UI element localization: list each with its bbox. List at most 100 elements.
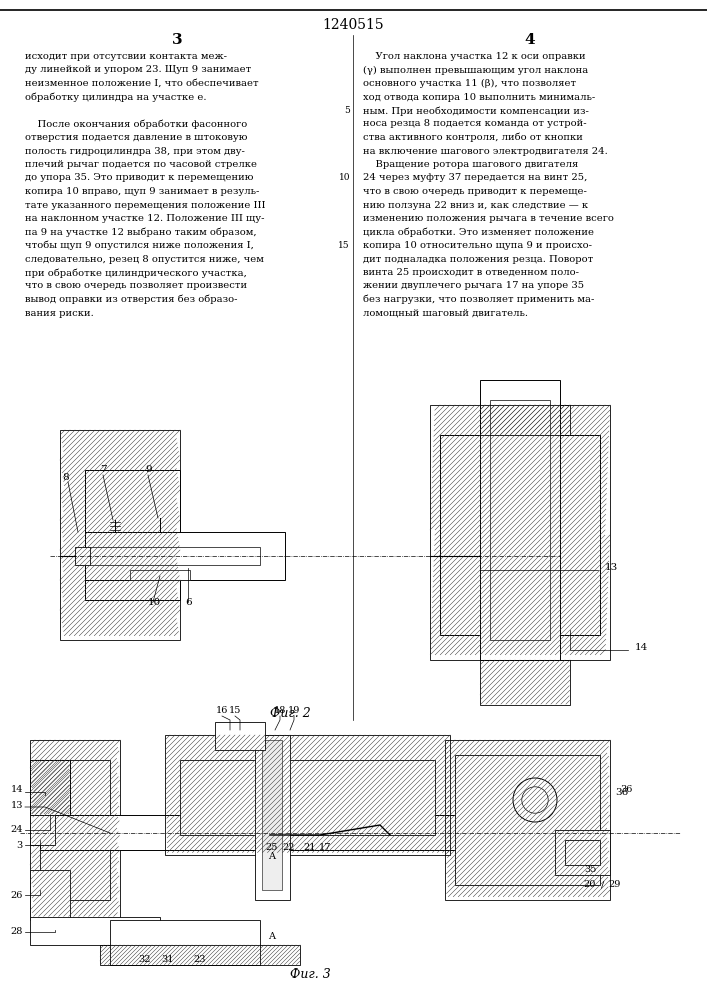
Text: 21: 21 bbox=[304, 843, 316, 852]
Text: 35: 35 bbox=[584, 865, 596, 874]
Text: 32: 32 bbox=[139, 955, 151, 964]
Bar bbox=[490, 400, 550, 640]
Text: A: A bbox=[269, 932, 276, 941]
Text: дит подналадка положения резца. Поворот: дит подналадка положения резца. Поворот bbox=[363, 254, 593, 263]
Text: ства активного контроля, либо от кнопки: ства активного контроля, либо от кнопки bbox=[363, 133, 583, 142]
Text: 15: 15 bbox=[229, 706, 241, 715]
Text: копира 10 вправо, щуп 9 занимает в резуль-: копира 10 вправо, щуп 9 занимает в резул… bbox=[25, 187, 259, 196]
Text: 36: 36 bbox=[615, 788, 629, 797]
Text: После окончания обработки фасонного: После окончания обработки фасонного bbox=[25, 119, 247, 129]
Text: 22: 22 bbox=[283, 843, 296, 852]
Text: цикла обработки. Это изменяет положение: цикла обработки. Это изменяет положение bbox=[363, 228, 594, 237]
Text: 15: 15 bbox=[339, 241, 350, 250]
Text: A: A bbox=[269, 852, 276, 861]
Text: вания риски.: вания риски. bbox=[25, 308, 94, 318]
Text: плечий рычаг подается по часовой стрелке: плечий рычаг подается по часовой стрелке bbox=[25, 160, 257, 169]
Text: 29: 29 bbox=[609, 880, 621, 889]
Text: копира 10 относительно щупа 9 и происхо-: копира 10 относительно щупа 9 и происхо- bbox=[363, 241, 592, 250]
Bar bbox=[215, 722, 265, 750]
Bar bbox=[30, 870, 70, 920]
Text: на наклонном участке 12. Положение III щу-: на наклонном участке 12. Положение III щ… bbox=[25, 214, 264, 223]
Text: изменению положения рычага в течение всего: изменению положения рычага в течение все… bbox=[363, 214, 614, 223]
Text: 13: 13 bbox=[11, 800, 23, 810]
Text: вывод оправки из отверстия без образо-: вывод оправки из отверстия без образо- bbox=[25, 295, 238, 304]
Text: 7: 7 bbox=[100, 465, 107, 474]
Text: Вращение ротора шагового двигателя: Вращение ротора шагового двигателя bbox=[363, 160, 578, 169]
Bar bbox=[130, 570, 190, 580]
Text: 24 через муфту 37 передается на винт 25,: 24 через муфту 37 передается на винт 25, bbox=[363, 174, 588, 182]
Bar bbox=[30, 917, 160, 945]
Text: обработку цилиндра на участке e.: обработку цилиндра на участке e. bbox=[25, 93, 206, 102]
Text: 4: 4 bbox=[525, 33, 535, 47]
Bar bbox=[40, 760, 110, 900]
Text: 14: 14 bbox=[11, 786, 23, 794]
Text: ду линейкой и упором 23. Щуп 9 занимает: ду линейкой и упором 23. Щуп 9 занимает bbox=[25, 66, 251, 75]
Text: Угол наклона участка 12 к оси оправки: Угол наклона участка 12 к оси оправки bbox=[363, 52, 585, 61]
Text: на включение шагового электродвигателя 24.: на включение шагового электродвигателя 2… bbox=[363, 146, 608, 155]
Text: 16: 16 bbox=[216, 706, 228, 715]
Text: 3: 3 bbox=[17, 840, 23, 850]
Text: тате указанного перемещения положение III: тате указанного перемещения положение II… bbox=[25, 200, 266, 210]
Text: 5: 5 bbox=[344, 106, 350, 115]
Text: Фиг. 2: Фиг. 2 bbox=[269, 707, 310, 720]
Text: 17: 17 bbox=[319, 843, 332, 852]
Bar bbox=[85, 532, 285, 580]
Text: 31: 31 bbox=[162, 955, 174, 964]
Text: /: / bbox=[602, 880, 604, 889]
Text: 28: 28 bbox=[11, 928, 23, 936]
Text: следовательно, резец 8 опустится ниже, чем: следовательно, резец 8 опустится ниже, ч… bbox=[25, 254, 264, 263]
Bar bbox=[555, 830, 610, 875]
Text: 23: 23 bbox=[194, 955, 206, 964]
Bar bbox=[255, 735, 290, 900]
Bar bbox=[480, 380, 560, 660]
Text: 6: 6 bbox=[185, 598, 192, 607]
Bar bbox=[262, 740, 282, 890]
Bar bbox=[40, 815, 600, 850]
Text: без нагрузки, что позволяет применить ма-: без нагрузки, что позволяет применить ма… bbox=[363, 295, 595, 304]
Text: 10: 10 bbox=[148, 598, 161, 607]
Bar bbox=[85, 470, 180, 600]
Bar bbox=[30, 815, 55, 845]
Text: 14: 14 bbox=[635, 643, 648, 652]
Text: 20: 20 bbox=[584, 880, 596, 889]
Bar bbox=[455, 755, 600, 885]
Bar bbox=[440, 435, 600, 635]
Bar bbox=[30, 760, 70, 815]
Text: основного участка 11 (β), что позволяет: основного участка 11 (β), что позволяет bbox=[363, 79, 576, 88]
Text: что в свою очередь позволяет произвести: что в свою очередь позволяет произвести bbox=[25, 282, 247, 290]
Text: 25: 25 bbox=[266, 843, 278, 852]
Text: жении двуплечего рычага 17 на упоре 35: жении двуплечего рычага 17 на упоре 35 bbox=[363, 282, 584, 290]
Text: па 9 на участке 12 выбрано таким образом,: па 9 на участке 12 выбрано таким образом… bbox=[25, 228, 257, 237]
Text: 36: 36 bbox=[620, 786, 632, 794]
Text: до упора 35. Это приводит к перемещению: до упора 35. Это приводит к перемещению bbox=[25, 174, 254, 182]
Text: ход отвода копира 10 выполнить минималь-: ход отвода копира 10 выполнить минималь- bbox=[363, 93, 595, 102]
Bar bbox=[90, 547, 260, 565]
Text: исходит при отсутсвии контакта меж-: исходит при отсутсвии контакта меж- bbox=[25, 52, 227, 61]
Text: 13: 13 bbox=[605, 563, 618, 572]
Text: 19: 19 bbox=[288, 706, 300, 715]
Text: чтобы щуп 9 опустился ниже положения I,: чтобы щуп 9 опустился ниже положения I, bbox=[25, 241, 254, 250]
Text: 10: 10 bbox=[339, 174, 350, 182]
Text: винта 25 происходит в отведенном поло-: винта 25 происходит в отведенном поло- bbox=[363, 268, 579, 277]
Text: (γ) выполнен превышающим угол наклона: (γ) выполнен превышающим угол наклона bbox=[363, 66, 588, 75]
Text: ломощный шаговый двигатель.: ломощный шаговый двигатель. bbox=[363, 308, 528, 318]
Text: 3: 3 bbox=[172, 33, 182, 47]
Bar bbox=[180, 760, 435, 835]
Text: полость гидроцилиндра 38, при этом дву-: полость гидроцилиндра 38, при этом дву- bbox=[25, 146, 245, 155]
Text: 8: 8 bbox=[62, 473, 69, 482]
Text: Фиг. 3: Фиг. 3 bbox=[290, 968, 330, 981]
Text: ным. При необходимости компенсации из-: ным. При необходимости компенсации из- bbox=[363, 106, 589, 115]
Text: нию ползуна 22 вниз и, как следствие — к: нию ползуна 22 вниз и, как следствие — к bbox=[363, 200, 588, 210]
Text: 1240515: 1240515 bbox=[322, 18, 384, 32]
Text: отверстия подается давление в штоковую: отверстия подается давление в штоковую bbox=[25, 133, 247, 142]
Text: при обработке цилиндрического участка,: при обработке цилиндрического участка, bbox=[25, 268, 247, 277]
Bar bbox=[565, 840, 600, 865]
Text: 24: 24 bbox=[11, 826, 23, 834]
Text: носа резца 8 подается команда от устрой-: носа резца 8 подается команда от устрой- bbox=[363, 119, 587, 128]
Text: 18: 18 bbox=[274, 706, 286, 715]
Bar bbox=[110, 920, 260, 965]
Text: 9: 9 bbox=[145, 465, 151, 474]
Bar bbox=[75, 547, 90, 565]
Text: неизменное положение I, что обеспечивает: неизменное положение I, что обеспечивает bbox=[25, 79, 259, 88]
Text: 26: 26 bbox=[11, 890, 23, 900]
